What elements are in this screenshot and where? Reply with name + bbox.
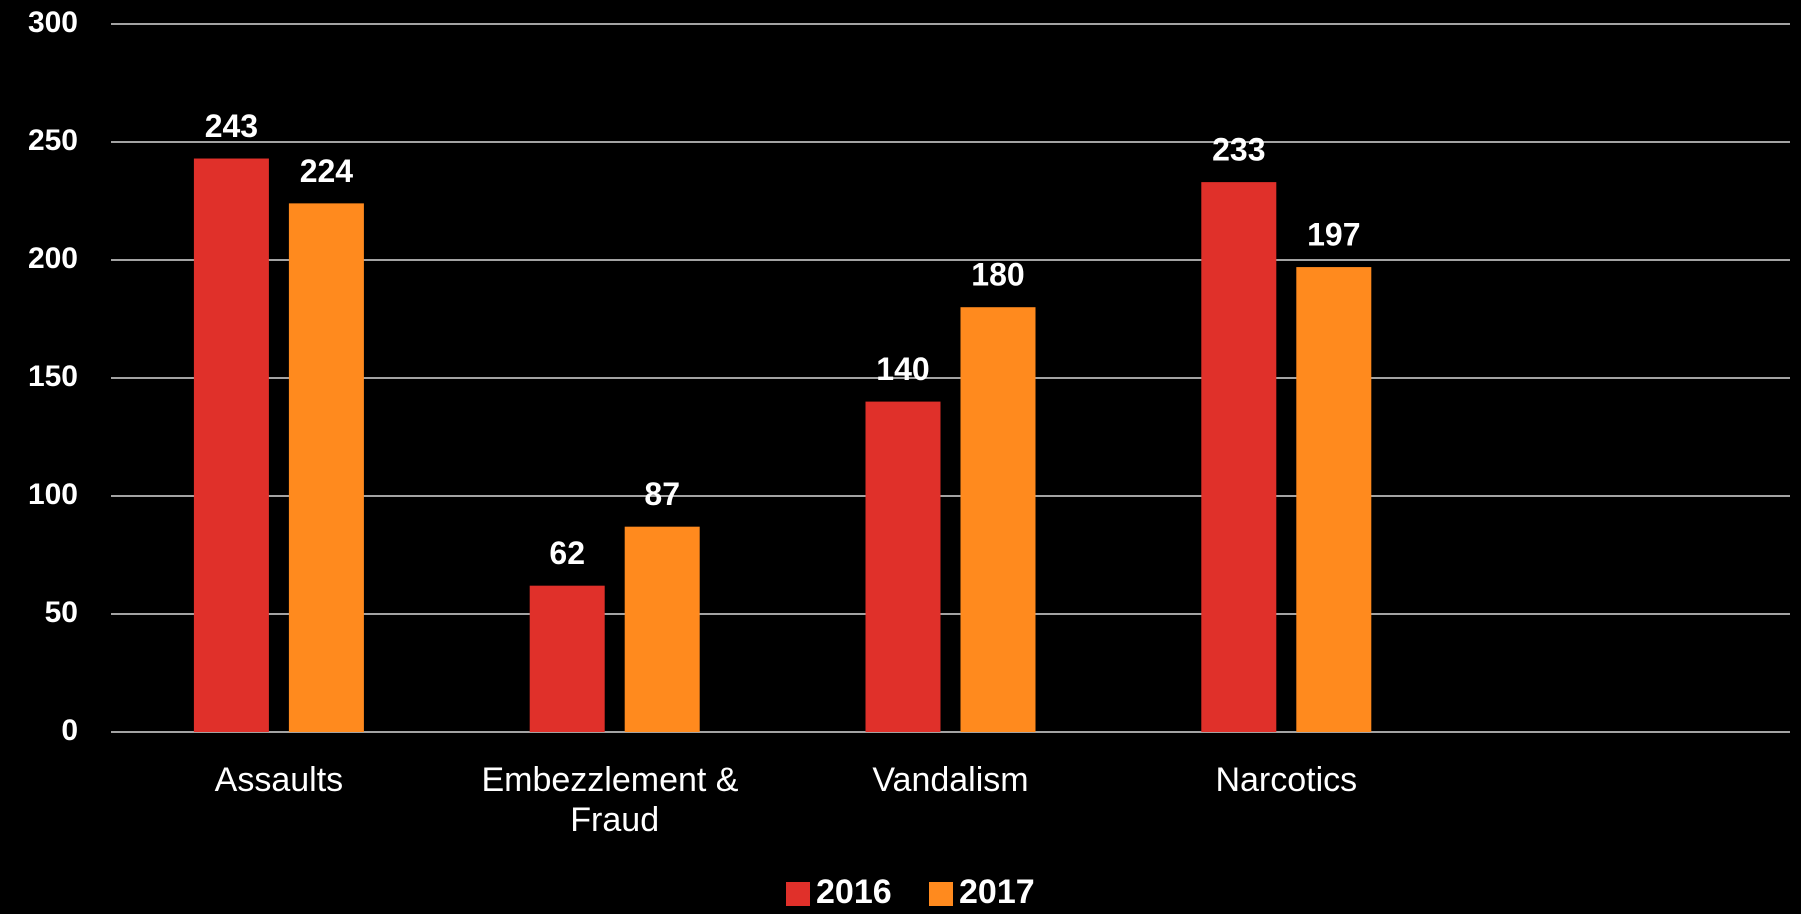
y-tick-label: 150 [28, 360, 78, 393]
data-label: 197 [1307, 217, 1360, 253]
y-tick-label: 250 [28, 124, 78, 157]
y-tick-label: 50 [45, 596, 78, 629]
data-label: 62 [549, 535, 585, 571]
legend-swatch [786, 882, 810, 906]
bar [865, 401, 941, 732]
legend-label: 2017 [959, 873, 1035, 911]
x-tick-label: Embezzlement & Fraud [481, 761, 747, 839]
x-tick-label: Assaults [215, 761, 344, 799]
data-label: 243 [205, 108, 258, 144]
y-tick-label: 200 [28, 242, 78, 275]
bar [193, 158, 269, 732]
data-label: 233 [1212, 132, 1265, 168]
y-tick-label: 300 [28, 6, 78, 39]
data-label: 224 [300, 153, 354, 189]
x-tick-label: Narcotics [1215, 761, 1357, 799]
legend-swatch [929, 882, 953, 906]
bar [624, 526, 700, 732]
data-label: 180 [971, 257, 1024, 293]
data-label: 87 [644, 476, 680, 512]
bar [960, 307, 1036, 732]
bar [1201, 182, 1277, 732]
y-tick-label: 0 [61, 714, 78, 747]
data-label: 140 [876, 351, 929, 387]
x-tick-label: Vandalism [872, 761, 1028, 799]
bar [529, 585, 605, 732]
bar [1296, 267, 1372, 732]
bar [288, 203, 364, 733]
y-tick-label: 100 [28, 478, 78, 511]
legend-label: 2016 [816, 873, 892, 911]
